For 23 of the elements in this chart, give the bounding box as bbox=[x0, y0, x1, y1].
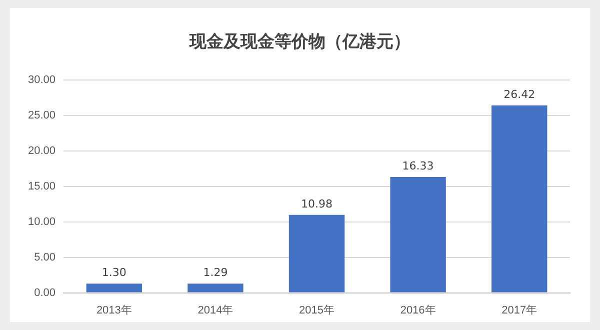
chart-title: 现金及现金等价物（亿港元） bbox=[188, 31, 412, 53]
y-tick-label: 0.00 bbox=[34, 286, 56, 299]
data-label: 1.30 bbox=[102, 266, 126, 279]
x-tick-label: 2016年 bbox=[400, 304, 436, 316]
bar bbox=[188, 284, 244, 292]
y-tick-label: 15.00 bbox=[28, 180, 56, 192]
y-tick-label: 30.00 bbox=[28, 74, 56, 86]
x-tick-label: 2013年 bbox=[96, 304, 132, 316]
bar bbox=[86, 284, 142, 292]
y-tick-label: 20.00 bbox=[28, 144, 56, 157]
data-label: 10.98 bbox=[301, 197, 333, 210]
y-tick-label: 10.00 bbox=[28, 216, 56, 228]
x-tick-label: 2015年 bbox=[299, 304, 335, 316]
bar bbox=[491, 105, 548, 292]
y-tick-label: 25.00 bbox=[28, 110, 56, 122]
bar bbox=[288, 214, 345, 292]
y-tick-label: 5.00 bbox=[34, 251, 56, 264]
bar bbox=[390, 176, 446, 292]
data-label: 16.33 bbox=[402, 159, 434, 172]
x-tick-label: 2014年 bbox=[198, 304, 234, 316]
data-label: 26.42 bbox=[504, 88, 536, 101]
data-label: 1.29 bbox=[203, 266, 228, 280]
x-tick-label: 2017年 bbox=[502, 304, 538, 316]
